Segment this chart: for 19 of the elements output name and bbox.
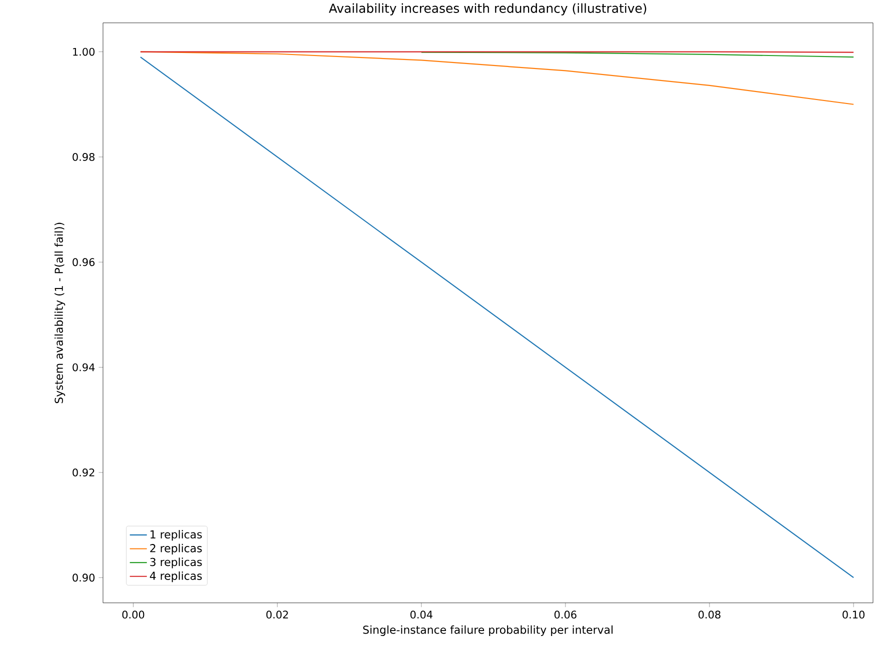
x-tick-label: 0.02 [266, 610, 288, 619]
y-tick-label: 1.00 [73, 48, 95, 56]
chart-title: Availability increases with redundancy (illustrative) [328, 3, 646, 16]
x-tick-label: 0.08 [698, 610, 720, 619]
legend-label: 1 replicas [150, 530, 202, 541]
legend-label: 3 replicas [150, 558, 202, 568]
y-axis-title: System availability (1 - P(all fail)) [54, 222, 66, 404]
y-tick-label: 0.98 [72, 153, 95, 161]
legend-label: 2 replicas [150, 544, 202, 555]
y-tick-label: 0.92 [72, 468, 94, 476]
y-tick-label: 0.96 [72, 258, 95, 266]
y-tick-label: 0.94 [72, 363, 95, 372]
x-tick-label: 0.10 [842, 610, 864, 619]
x-tick-label: 0.06 [554, 610, 576, 619]
x-axis-title: Single-instance failure probability per interval [363, 625, 613, 636]
x-tick-label: 0.04 [410, 610, 432, 619]
y-tick-label: 0.90 [72, 574, 95, 582]
x-tick-label: 0.00 [122, 610, 144, 619]
legend-label: 4 replicas [150, 572, 202, 582]
